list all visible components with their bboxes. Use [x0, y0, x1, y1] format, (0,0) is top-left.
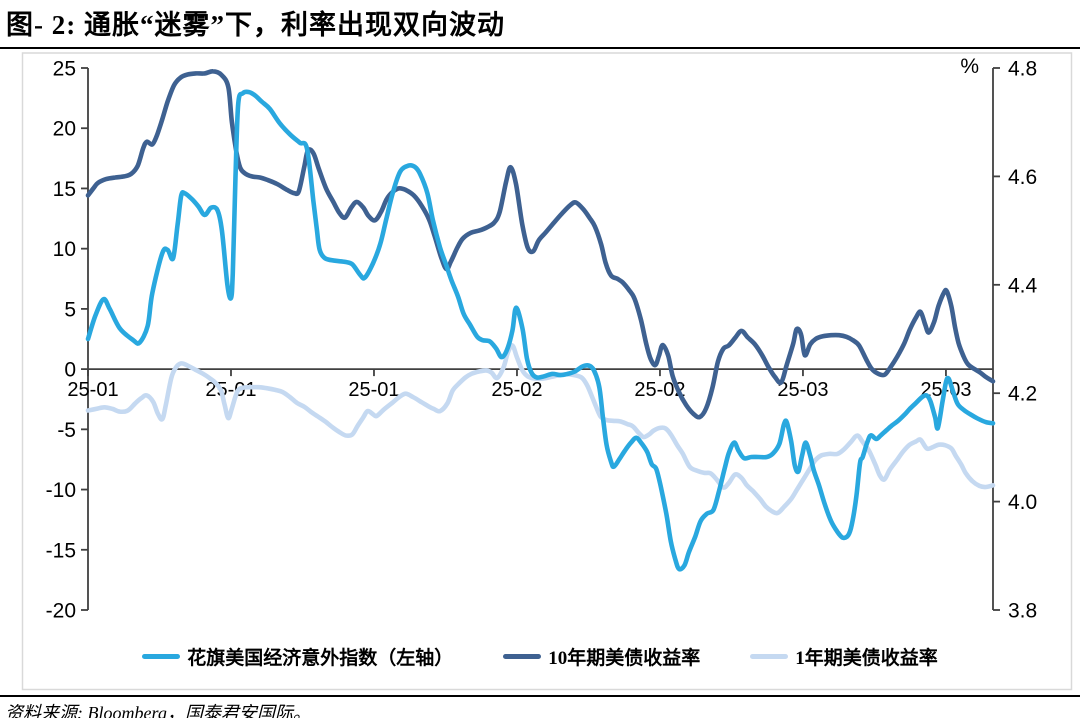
source-note: 资料来源: Bloomberg，国泰君安国际。	[5, 703, 311, 718]
x-axis-tick-label: 25-01	[348, 379, 399, 401]
left-axis-tick-label: -20	[46, 600, 76, 623]
left-axis-tick-label: 20	[53, 118, 76, 141]
left-axis-tick-label: 0	[64, 359, 76, 382]
x-axis-tick-label: 25-02	[634, 379, 685, 401]
legend-swatch-citi-us-economic-surprise-index	[142, 654, 181, 659]
chart-legend: 花旗美国经济意外指数（左轴） 10年期美债收益率 1年期美债收益率	[0, 643, 1080, 670]
legend-item-us-10y-treasury-yield: 10年期美债收益率	[503, 643, 700, 670]
legend-swatch-us-1y-treasury-yield	[750, 654, 789, 659]
footer-divider	[0, 695, 1080, 697]
series-line-citi-us-economic-surprise-index	[85, 89, 996, 572]
legend-item-citi-us-economic-surprise-index: 花旗美国经济意外指数（左轴）	[142, 643, 453, 670]
plot-frame	[21, 52, 1073, 691]
right-axis-tick-label: 3.8	[1008, 600, 1037, 623]
left-axis-tick-label: 5	[64, 298, 76, 321]
left-axis-tick-label: 10	[53, 238, 76, 261]
legend-label: 花旗美国经济意外指数（左轴）	[187, 648, 454, 669]
left-axis-tick-label: -10	[46, 479, 76, 502]
left-axis-tick-label: 15	[53, 178, 76, 201]
legend-swatch-us-10y-treasury-yield	[503, 654, 542, 659]
right-axis-tick-label: 4.0	[1008, 491, 1037, 514]
left-axis-tick-label: -15	[46, 539, 76, 562]
right-axis-unit-label: %	[960, 55, 979, 78]
left-axis-tick-label: -5	[57, 419, 76, 442]
right-axis-tick-label: 4.4	[1008, 274, 1038, 297]
series-line-us-10y-treasury-yield	[85, 68, 996, 420]
left-axis-tick-label: 25	[53, 58, 76, 81]
legend-item-us-1y-treasury-yield: 1年期美债收益率	[750, 643, 938, 670]
chart-title: 图- 2: 通胀“迷雾”下，利率出现双向波动	[6, 10, 505, 40]
legend-label: 1年期美债收益率	[795, 648, 938, 669]
x-axis-tick-label: 25-03	[777, 379, 828, 401]
title-divider	[0, 47, 1080, 49]
x-axis-tick-label: 25-02	[491, 379, 542, 401]
right-axis-tick-label: 4.6	[1008, 166, 1037, 189]
right-axis-tick-label: 4.8	[1008, 58, 1037, 81]
x-axis-tick-label: 25-01	[67, 379, 118, 401]
right-axis-tick-label: 4.2	[1008, 383, 1037, 406]
legend-label: 10年期美债收益率	[548, 648, 701, 669]
